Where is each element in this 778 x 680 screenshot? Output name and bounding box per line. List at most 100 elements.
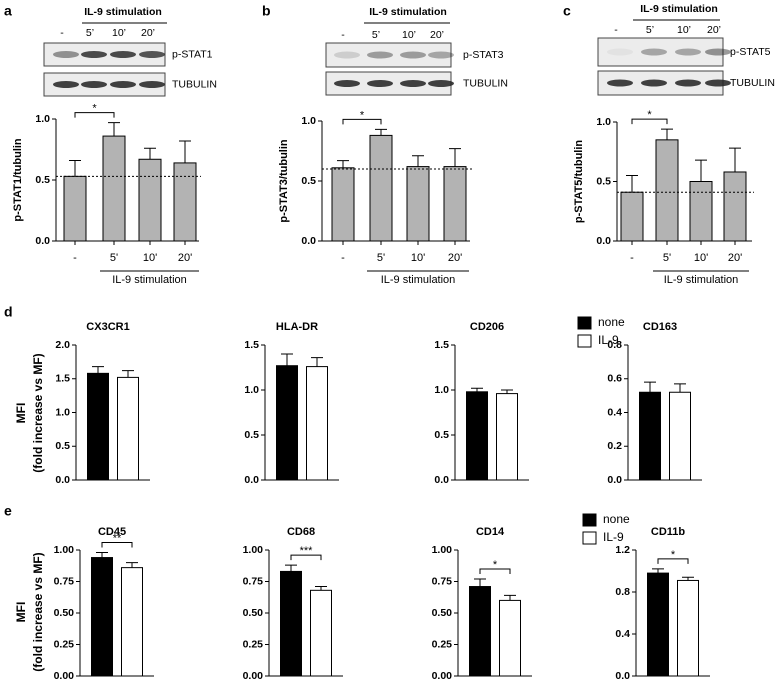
legend-swatch [582, 531, 597, 545]
blot-band [334, 80, 360, 87]
panel-letter: d [4, 304, 13, 320]
significance-label: * [92, 103, 97, 115]
error-bar [626, 175, 638, 193]
blot-label: p-STAT3 [463, 49, 504, 61]
y-tick-label: 0.2 [607, 440, 622, 452]
lane-label: 20’ [430, 29, 444, 41]
y-tick-label: 1.0 [301, 115, 316, 127]
bar [102, 135, 126, 242]
chart-title: CD68 [287, 526, 315, 538]
legend-label: IL-9 [603, 530, 624, 544]
significance-bracket [290, 554, 322, 561]
significance-bracket [342, 118, 382, 125]
lane-label: 5’ [86, 27, 94, 39]
chart-title: CD11b [651, 526, 686, 538]
chart-title: HLA-DR [276, 321, 318, 333]
significance-bracket [101, 542, 133, 548]
x-tick-label: 20' [728, 252, 742, 264]
bar [276, 365, 298, 481]
y-tick-label: 1.0 [244, 384, 259, 396]
y-tick-label: 0.50 [243, 607, 264, 619]
y-tick-label: 1.00 [243, 544, 264, 556]
legend-label: none [603, 512, 630, 526]
lane-label: 20’ [707, 24, 721, 36]
error-bar [281, 353, 293, 366]
error-bar [644, 381, 656, 393]
y-tick-label: 0.50 [432, 607, 453, 619]
error-bar [375, 128, 387, 136]
error-bar [108, 122, 120, 137]
blot-band [400, 80, 426, 87]
bar [280, 570, 302, 677]
y-tick-label: 0.5 [244, 429, 259, 441]
panel-letter: b [262, 3, 271, 19]
significance-label: * [360, 109, 365, 121]
bar [63, 175, 87, 242]
bar [310, 589, 332, 677]
y-tick-label: 1.5 [434, 339, 449, 351]
blot-band [641, 79, 667, 87]
y-tick-label: 0.0 [615, 670, 630, 680]
y-tick-label: 0.0 [596, 235, 611, 247]
y-tick-label: 0.00 [432, 670, 453, 680]
error-bar [471, 387, 483, 392]
error-bar [69, 159, 81, 177]
bar [469, 586, 491, 677]
x-tick-label: 10' [411, 252, 425, 264]
lane-label: - [60, 27, 64, 39]
significance-label: ** [113, 532, 122, 544]
lane-label: 5’ [646, 24, 654, 36]
bar [647, 572, 669, 677]
significance-bracket [657, 558, 689, 564]
bar [91, 557, 113, 677]
y-tick-label: 0.50 [54, 607, 75, 619]
blot-band [675, 79, 701, 87]
blot-band [675, 48, 701, 56]
blot-label: p-STAT1 [172, 48, 213, 60]
panel-letter: c [563, 3, 571, 19]
error-bar [311, 357, 323, 367]
error-bar [144, 147, 156, 160]
y-tick-label: 1.5 [55, 373, 70, 385]
blot-band [428, 80, 454, 87]
y-tick-label: 1.0 [35, 113, 50, 125]
x-tick-label: - [630, 252, 634, 264]
blot-band [81, 51, 107, 58]
error-bar [661, 128, 673, 140]
x-axis-label: IL-9 stimulation [664, 274, 739, 286]
y-axis-label: (fold increase vs MF) [31, 353, 45, 472]
blot-label: TUBULIN [463, 77, 508, 89]
chart-title: CD206 [470, 321, 504, 333]
bar [689, 181, 713, 242]
chart-title: CX3CR1 [86, 321, 129, 333]
y-tick-label: 0.00 [54, 670, 75, 680]
blot-band [428, 51, 454, 59]
blot-band [400, 51, 426, 59]
blot-band [641, 48, 667, 56]
blot-header: IL-9 stimulation [84, 6, 162, 18]
legend-swatch [582, 513, 597, 527]
y-tick-label: 0.5 [434, 429, 449, 441]
bar [620, 191, 644, 242]
y-tick-label: 0.5 [301, 175, 316, 187]
y-tick-label: 0.5 [55, 440, 70, 452]
blot-label: TUBULIN [730, 77, 775, 89]
y-axis-label: (fold increase vs MF) [31, 552, 45, 671]
significance-bracket [74, 112, 115, 118]
bar [306, 366, 328, 481]
blot-band [53, 81, 79, 88]
error-bar [179, 140, 191, 163]
bar [499, 599, 521, 677]
y-tick-label: 1.0 [55, 406, 70, 418]
chart-title: CD14 [476, 526, 505, 538]
error-bar [449, 148, 461, 167]
bar [655, 139, 679, 242]
y-axis-label: p-STAT1/tubulin [12, 138, 24, 222]
error-bar [674, 383, 686, 393]
bar [173, 162, 197, 242]
lane-label: 10’ [402, 29, 416, 41]
error-bar [126, 562, 138, 568]
y-tick-label: 1.5 [244, 339, 259, 351]
x-tick-label: - [341, 252, 345, 264]
